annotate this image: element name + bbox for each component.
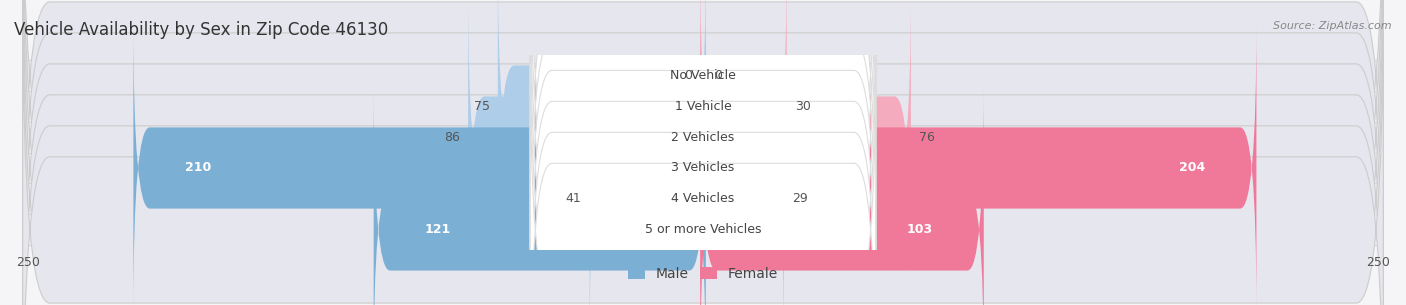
FancyBboxPatch shape bbox=[530, 0, 876, 305]
FancyBboxPatch shape bbox=[22, 0, 1384, 305]
Text: 121: 121 bbox=[425, 224, 451, 236]
Text: No Vehicle: No Vehicle bbox=[671, 69, 735, 81]
Text: 3 Vehicles: 3 Vehicles bbox=[672, 161, 734, 174]
FancyBboxPatch shape bbox=[22, 0, 1384, 305]
Text: 5 or more Vehicles: 5 or more Vehicles bbox=[645, 224, 761, 236]
FancyBboxPatch shape bbox=[22, 0, 1384, 305]
Text: 1 Vehicle: 1 Vehicle bbox=[675, 99, 731, 113]
Text: Source: ZipAtlas.com: Source: ZipAtlas.com bbox=[1274, 21, 1392, 31]
FancyBboxPatch shape bbox=[700, 23, 1257, 305]
Text: 210: 210 bbox=[184, 161, 211, 174]
Text: Vehicle Availability by Sex in Zip Code 46130: Vehicle Availability by Sex in Zip Code … bbox=[14, 21, 388, 39]
FancyBboxPatch shape bbox=[22, 0, 1384, 305]
Legend: Male, Female: Male, Female bbox=[623, 261, 783, 286]
FancyBboxPatch shape bbox=[530, 18, 876, 305]
Text: 29: 29 bbox=[792, 192, 808, 206]
FancyBboxPatch shape bbox=[498, 0, 706, 251]
FancyBboxPatch shape bbox=[22, 0, 1384, 305]
FancyBboxPatch shape bbox=[530, 0, 876, 256]
Text: 4 Vehicles: 4 Vehicles bbox=[672, 192, 734, 206]
Text: 0: 0 bbox=[685, 69, 692, 81]
Text: 204: 204 bbox=[1178, 161, 1205, 174]
FancyBboxPatch shape bbox=[530, 0, 876, 287]
FancyBboxPatch shape bbox=[468, 0, 706, 282]
FancyBboxPatch shape bbox=[134, 23, 706, 305]
FancyBboxPatch shape bbox=[700, 85, 984, 305]
Text: 76: 76 bbox=[920, 131, 935, 144]
FancyBboxPatch shape bbox=[589, 54, 706, 305]
FancyBboxPatch shape bbox=[700, 54, 785, 305]
Text: 0: 0 bbox=[714, 69, 721, 81]
Text: 75: 75 bbox=[474, 99, 489, 113]
FancyBboxPatch shape bbox=[374, 85, 706, 305]
FancyBboxPatch shape bbox=[700, 0, 911, 282]
Text: 41: 41 bbox=[565, 192, 582, 206]
Text: 30: 30 bbox=[794, 99, 811, 113]
FancyBboxPatch shape bbox=[22, 0, 1384, 305]
Text: 103: 103 bbox=[907, 224, 932, 236]
FancyBboxPatch shape bbox=[530, 0, 876, 305]
FancyBboxPatch shape bbox=[700, 0, 787, 251]
Text: 86: 86 bbox=[444, 131, 460, 144]
Text: 2 Vehicles: 2 Vehicles bbox=[672, 131, 734, 144]
FancyBboxPatch shape bbox=[530, 49, 876, 305]
